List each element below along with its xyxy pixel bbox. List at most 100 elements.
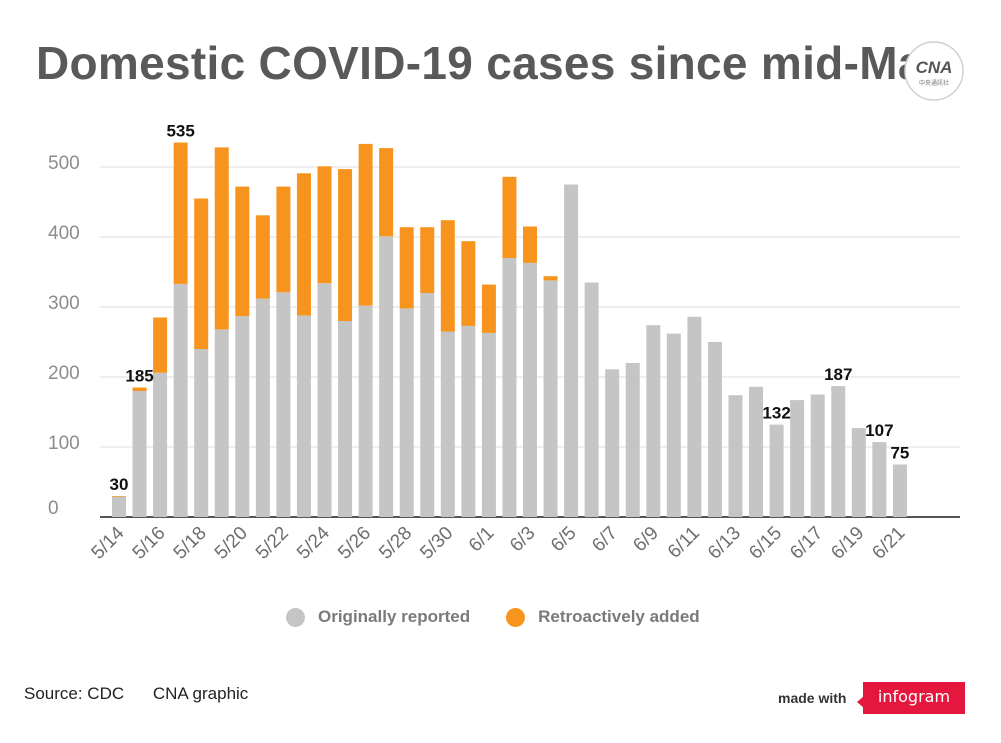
legend-label-retroactively-added: Retroactively added xyxy=(538,607,700,626)
bar-originally-reported-6/5[interactable] xyxy=(564,184,579,518)
bar-retroactively-added-5/16[interactable] xyxy=(153,317,168,373)
bar-originally-reported-6/12[interactable] xyxy=(707,342,722,517)
bar-originally-reported-6/18[interactable] xyxy=(831,386,846,517)
bar-originally-reported-6/7[interactable] xyxy=(605,369,620,517)
bar-retroactively-added-6/2[interactable] xyxy=(502,176,517,258)
y-tick-label: 400 xyxy=(48,223,80,244)
bar-originally-reported-6/10[interactable] xyxy=(666,333,681,517)
made-with-text: made with xyxy=(778,690,847,706)
bar-originally-reported-6/15[interactable] xyxy=(769,424,784,517)
bar-retroactively-added-5/25[interactable] xyxy=(338,169,353,321)
bar-originally-reported-6/13[interactable] xyxy=(728,395,743,517)
bar-originally-reported-6/19[interactable] xyxy=(851,428,866,517)
bar-retroactively-added-5/28[interactable] xyxy=(399,227,414,309)
bar-originally-reported-5/25[interactable] xyxy=(338,321,353,517)
legend-swatch-retroactively-added xyxy=(506,607,526,627)
bar-originally-reported-6/20[interactable] xyxy=(872,442,887,517)
x-tick-label: 6/7 xyxy=(588,523,622,557)
bar-retroactively-added-5/26[interactable] xyxy=(358,143,373,306)
bar-originally-reported-6/2[interactable] xyxy=(502,258,517,517)
bar-originally-reported-5/30[interactable] xyxy=(440,331,455,518)
legend-item-retroactively-added[interactable]: Retroactively added xyxy=(506,607,700,627)
legend-label-originally-reported: Originally reported xyxy=(318,607,471,626)
bar-originally-reported-5/23[interactable] xyxy=(296,315,311,517)
bar-retroactively-added-6/4[interactable] xyxy=(543,276,558,281)
bar-originally-reported-6/8[interactable] xyxy=(625,363,640,517)
y-tick-label: 200 xyxy=(48,363,80,384)
legend: Originally reported Retroactively added xyxy=(286,604,736,630)
bar-originally-reported-5/26[interactable] xyxy=(358,305,373,517)
data-label-6/20: 107 xyxy=(865,421,893,440)
bar-retroactively-added-5/18[interactable] xyxy=(194,198,209,350)
x-tick-label: 5/26 xyxy=(334,523,375,564)
infogram-badge[interactable]: infogram xyxy=(857,682,965,714)
bar-retroactively-added-5/24[interactable] xyxy=(317,166,332,284)
data-label-6/15: 132 xyxy=(762,404,790,423)
bar-retroactively-added-5/31[interactable] xyxy=(461,241,476,326)
bar-retroactively-added-5/17[interactable] xyxy=(173,142,188,284)
x-tick-label: 6/5 xyxy=(547,523,581,557)
x-tick-label: 6/1 xyxy=(465,523,499,557)
bar-retroactively-added-5/23[interactable] xyxy=(296,173,311,316)
bar-originally-reported-6/17[interactable] xyxy=(810,394,825,518)
infogram-badge-bg xyxy=(863,682,965,714)
bar-originally-reported-5/15[interactable] xyxy=(132,391,147,517)
bar-originally-reported-5/24[interactable] xyxy=(317,283,332,517)
bars xyxy=(112,142,907,518)
bar-originally-reported-5/31[interactable] xyxy=(461,325,476,517)
x-axis-ticks: 5/14 5/16 5/18 5/20 5/22 5/24 5/26 5/28 5/30 6/1 6… xyxy=(88,522,910,563)
x-tick-label: 6/9 xyxy=(629,523,663,557)
bar-retroactively-added-5/22[interactable] xyxy=(276,186,291,293)
bar-originally-reported-5/20[interactable] xyxy=(235,316,250,517)
bar-retroactively-added-5/27[interactable] xyxy=(379,148,394,237)
bar-retroactively-added-5/29[interactable] xyxy=(420,227,435,293)
bar-originally-reported-6/16[interactable] xyxy=(790,400,805,517)
bar-retroactively-added-5/20[interactable] xyxy=(235,186,250,317)
bar-retroactively-added-5/21[interactable] xyxy=(255,215,270,299)
bar-retroactively-added-6/3[interactable] xyxy=(523,226,537,263)
bar-originally-reported-5/21[interactable] xyxy=(255,298,270,517)
cna-logo-text: CNA xyxy=(916,58,953,77)
data-label-6/18: 187 xyxy=(824,365,852,384)
bar-retroactively-added-5/19[interactable] xyxy=(214,147,229,330)
bar-originally-reported-5/19[interactable] xyxy=(214,329,229,517)
bar-originally-reported-5/16[interactable] xyxy=(153,372,168,517)
bar-originally-reported-5/27[interactable] xyxy=(379,236,394,518)
x-tick-label: 6/11 xyxy=(664,523,704,563)
bar-originally-reported-5/28[interactable] xyxy=(399,308,414,517)
x-tick-label: 6/15 xyxy=(745,523,786,564)
bar-originally-reported-5/22[interactable] xyxy=(276,292,291,517)
x-tick-label: 6/3 xyxy=(506,523,540,557)
x-tick-label: 6/17 xyxy=(786,523,827,564)
data-label-5/15: 185 xyxy=(125,367,153,386)
x-tick-label: 5/14 xyxy=(88,522,129,563)
data-label-5/17: 535 xyxy=(166,122,194,141)
bar-originally-reported-6/9[interactable] xyxy=(646,325,661,517)
x-tick-label: 5/30 xyxy=(416,523,457,564)
bar-retroactively-added-5/14[interactable] xyxy=(112,496,126,497)
bar-originally-reported-5/29[interactable] xyxy=(420,293,435,517)
page-title: Domestic COVID-19 cases since mid-May xyxy=(36,37,950,89)
bar-originally-reported-6/14[interactable] xyxy=(749,386,764,517)
bar-originally-reported-5/14[interactable] xyxy=(112,496,126,517)
cna-logo-subtext: 中央通訊社 xyxy=(919,79,949,87)
bar-originally-reported-5/18[interactable] xyxy=(194,349,209,517)
bar-originally-reported-5/17[interactable] xyxy=(173,283,188,517)
y-tick-label: 100 xyxy=(48,433,80,454)
y-tick-label: 0 xyxy=(48,498,59,519)
x-tick-label: 5/24 xyxy=(293,522,334,563)
bar-originally-reported-6/4[interactable] xyxy=(543,280,558,517)
legend-item-originally-reported[interactable]: Originally reported xyxy=(286,607,470,627)
y-tick-label: 300 xyxy=(48,293,80,314)
bar-originally-reported-6/3[interactable] xyxy=(523,262,537,517)
bar-originally-reported-6/6[interactable] xyxy=(584,282,599,518)
bar-retroactively-added-5/30[interactable] xyxy=(440,220,455,332)
y-tick-label: 500 xyxy=(48,153,80,174)
bar-retroactively-added-5/15[interactable] xyxy=(132,387,147,392)
bar-originally-reported-6/21[interactable] xyxy=(892,464,907,518)
bar-retroactively-added-6/1[interactable] xyxy=(481,284,496,333)
bar-originally-reported-6/11[interactable] xyxy=(687,316,702,517)
bar-originally-reported-6/1[interactable] xyxy=(481,332,496,517)
y-axis-ticks: 0 100 200 300 400 500 xyxy=(48,153,80,519)
